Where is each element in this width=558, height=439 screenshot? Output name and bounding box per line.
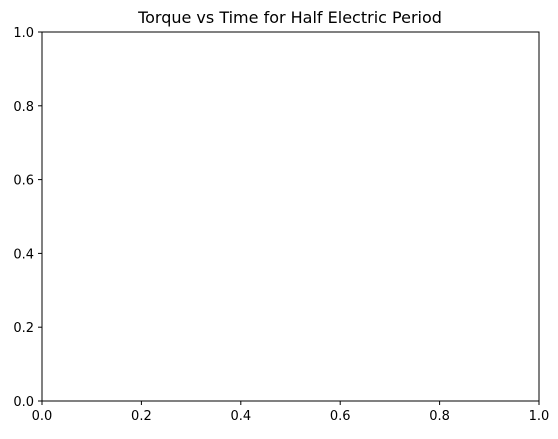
y-tick-label: 1.0 <box>13 26 34 41</box>
plot-area-frame <box>41 31 540 402</box>
x-tick-label: 0.4 <box>230 409 251 424</box>
x-axis: 0.0 0.2 0.4 0.6 0.8 1.0 <box>32 401 550 424</box>
x-tick-label: 0.0 <box>32 409 53 424</box>
y-tick-label: 0.0 <box>13 395 34 410</box>
x-tick-label: 0.8 <box>429 409 450 424</box>
y-tick-label: 0.6 <box>13 174 34 189</box>
x-tick-label: 1.0 <box>529 409 550 424</box>
chart-title: Torque vs Time for Half Electric Period <box>137 8 442 27</box>
y-tick-label: 0.8 <box>13 100 34 115</box>
x-tick-label: 0.6 <box>330 409 351 424</box>
x-tick-label: 0.2 <box>131 409 152 424</box>
y-tick-label: 0.2 <box>13 321 34 336</box>
y-axis: 0.0 0.2 0.4 0.6 0.8 1.0 <box>13 26 42 410</box>
y-tick-label: 0.4 <box>13 247 34 262</box>
